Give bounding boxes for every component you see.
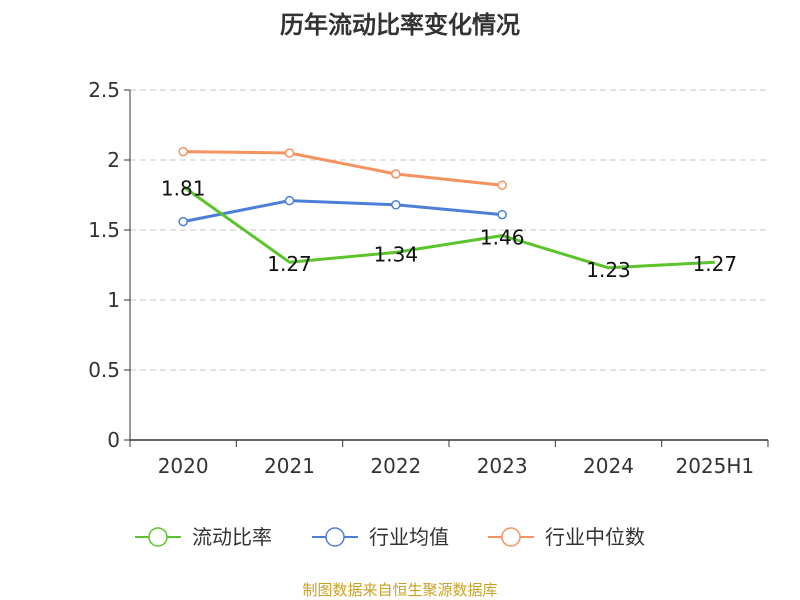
grid-lines: [130, 89, 768, 371]
data-point: [497, 180, 507, 190]
x-tick-label: 2023: [477, 454, 528, 478]
series-line-2: [183, 150, 503, 187]
series-line-1: [182, 199, 503, 224]
data-label: 1.46: [480, 226, 525, 250]
y-tick-label: 2: [107, 148, 120, 172]
data-point: [284, 195, 295, 206]
data-point: [497, 209, 507, 220]
y-tick-label: 0.5: [88, 358, 120, 382]
legend-marker: [325, 527, 345, 547]
y-tick-label: 2.5: [88, 78, 120, 102]
data-label: 1.34: [374, 242, 419, 266]
chart-title: 历年流动比率变化情况: [280, 11, 520, 39]
legend-item: 行业均值: [312, 525, 449, 549]
x-tick-label: 2020: [158, 454, 209, 478]
series-line-0: [182, 185, 715, 270]
data-point: [178, 146, 188, 157]
source-note: 制图数据来自恒生聚源数据库: [302, 581, 497, 599]
legend-label: 行业均值: [369, 525, 449, 549]
x-tick-label: 2025H1: [675, 454, 754, 478]
x-tick-label: 2024: [583, 454, 634, 478]
legend-marker: [148, 527, 168, 547]
legend-label: 流动比率: [192, 525, 272, 549]
data-label: 1.81: [161, 177, 206, 201]
data-label: 1.27: [693, 252, 738, 276]
x-tick-label: 2021: [264, 454, 315, 478]
legend: 流动比率 行业均值 行业中位数: [135, 525, 645, 549]
legend-item: 流动比率: [135, 525, 272, 549]
data-point: [178, 216, 188, 227]
y-tick-label: 0: [107, 428, 120, 452]
legend-marker: [501, 527, 521, 547]
series-layer: [178, 146, 715, 270]
axes: 0 0.5 1 1.5 2 2.5 2020 2021 2022 2023 2024 2025H1: [88, 78, 769, 478]
x-tick-label: 2022: [370, 454, 421, 478]
legend-label: 行业中位数: [545, 525, 645, 549]
data-point: [391, 200, 401, 210]
legend-item: 行业中位数: [488, 525, 645, 549]
data-label: 1.27: [267, 252, 312, 276]
data-labels: 1.81 1.27 1.34 1.46 1.23 1.27: [161, 177, 737, 282]
data-label: 1.23: [586, 258, 631, 282]
data-point: [391, 169, 401, 179]
y-tick-label: 1: [107, 288, 120, 312]
data-point: [284, 148, 295, 158]
y-tick-label: 1.5: [88, 218, 120, 242]
